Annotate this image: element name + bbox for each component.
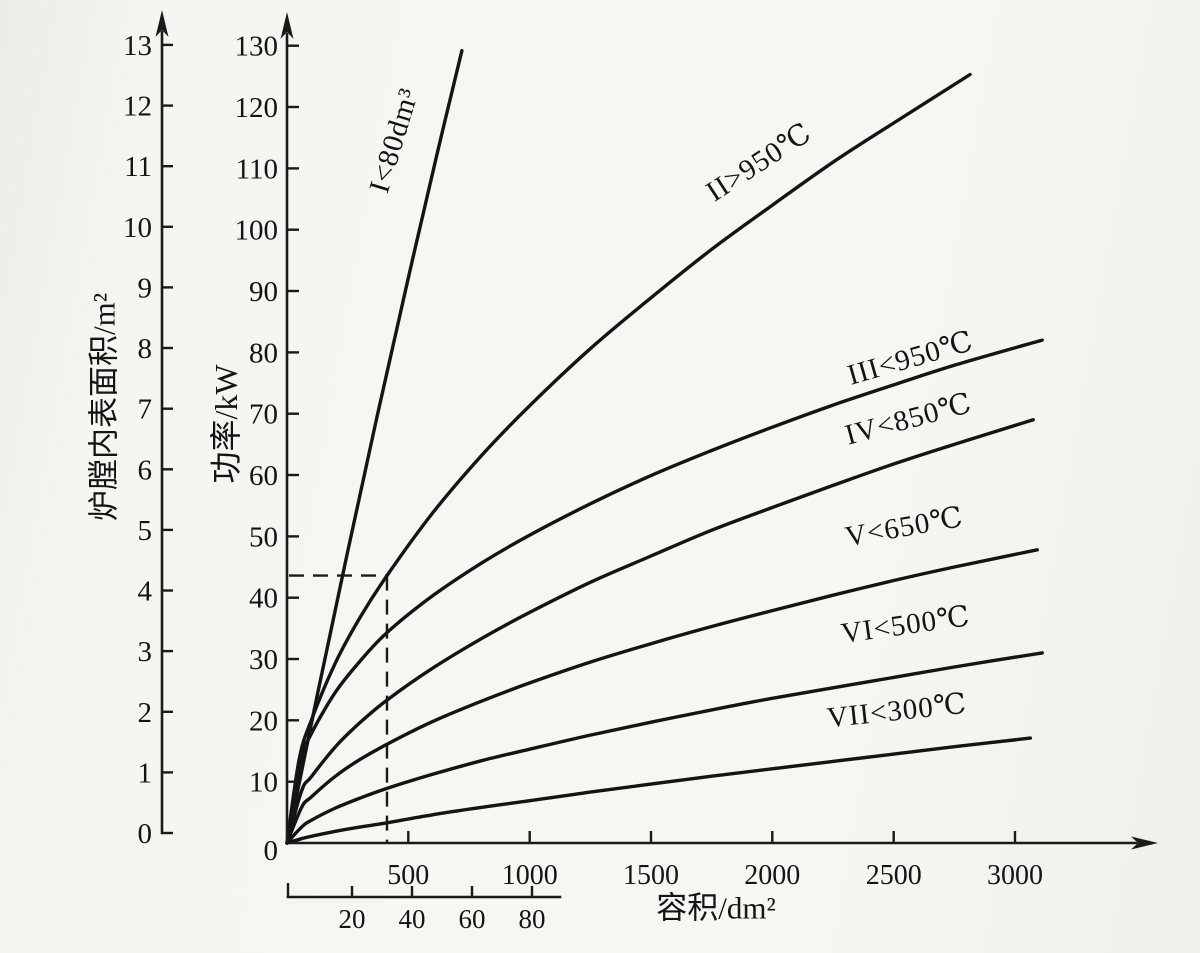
curve-label-II: II>950℃ <box>701 117 818 208</box>
curve-I <box>285 48 464 845</box>
area-axis-tick-label: 6 <box>138 454 153 486</box>
power-axis-tick-label: 50 <box>249 521 278 553</box>
fine-axis-tick-label: 60 <box>459 904 486 934</box>
power-axis-tick-label: 100 <box>235 215 279 247</box>
x-axis-tick-label: 1000 <box>502 860 558 891</box>
x-axis-tick-label: 2000 <box>744 860 800 891</box>
power-axis-tick-label: 70 <box>249 399 278 431</box>
area-axis-tick-label: 9 <box>138 272 153 304</box>
x-axis-tick-label: 2500 <box>866 860 922 891</box>
power-axis-tick-label: 110 <box>236 153 278 185</box>
area-axis-tick-label: 0 <box>138 818 153 850</box>
fine-axis-tick-label: 80 <box>519 904 546 934</box>
power-axis-tick-label: 130 <box>235 31 279 63</box>
curve-label-VI: VI<500℃ <box>839 600 972 650</box>
power-axis-tick-label: 90 <box>249 276 278 308</box>
curve-label-I: I<80dm³ <box>363 84 425 196</box>
area-axis-tick-label: 8 <box>138 333 153 365</box>
power-axis-tick-label: 80 <box>249 337 278 369</box>
curve-IV <box>285 418 1035 845</box>
curve-II <box>285 72 972 845</box>
power-axis-tick-label: 120 <box>235 92 279 124</box>
area-axis-tick-label: 10 <box>123 212 152 244</box>
power-axis-arrowhead <box>280 12 294 39</box>
area-axis-tick-label: 4 <box>138 576 153 608</box>
fine-axis-tick-label: 40 <box>399 904 426 934</box>
power-axis-tick-label: 10 <box>249 767 278 799</box>
area-axis-tick-label: 11 <box>124 151 152 183</box>
area-axis-tick-label: 1 <box>138 757 153 789</box>
curve-label-V: V<650℃ <box>843 501 966 553</box>
curve-V <box>285 548 1039 845</box>
curve-label-III: III<950℃ <box>844 325 977 391</box>
power-axis-tick-label: 20 <box>249 705 278 737</box>
area-axis-tick-label: 2 <box>138 697 153 729</box>
fine-axis-tick-label: 20 <box>339 904 366 934</box>
power-axis-tick-label: 60 <box>249 460 278 492</box>
area-axis-tick-label: 5 <box>138 515 153 547</box>
area-axis-tick-label: 13 <box>123 30 152 62</box>
x-axis-arrowhead <box>1131 836 1158 850</box>
x-axis-tick-label: 500 <box>387 860 429 891</box>
area-axis-tick-label: 3 <box>138 636 153 668</box>
curve-III <box>285 338 1044 845</box>
power-axis-tick-label: 30 <box>249 644 278 676</box>
power-axis-tick-label: 0 <box>264 835 279 867</box>
x-axis-tick-label: 1500 <box>623 860 679 891</box>
x-axis-title: 容积/dm² <box>656 890 776 926</box>
curve-VII <box>285 736 1032 845</box>
y-power-axis-title: 功率/kW <box>208 364 244 484</box>
area-axis-tick-label: 7 <box>138 394 153 426</box>
y-area-axis-title: 炉膛内表面积/m² <box>86 292 122 522</box>
area-axis-tick-label: 12 <box>123 91 152 123</box>
area-axis-arrowhead <box>155 10 169 37</box>
x-axis-tick-label: 3000 <box>987 860 1043 891</box>
curve-label-VII: VII<300℃ <box>825 688 968 735</box>
curve-VI <box>285 651 1044 845</box>
power-axis-tick-label: 40 <box>249 583 278 615</box>
